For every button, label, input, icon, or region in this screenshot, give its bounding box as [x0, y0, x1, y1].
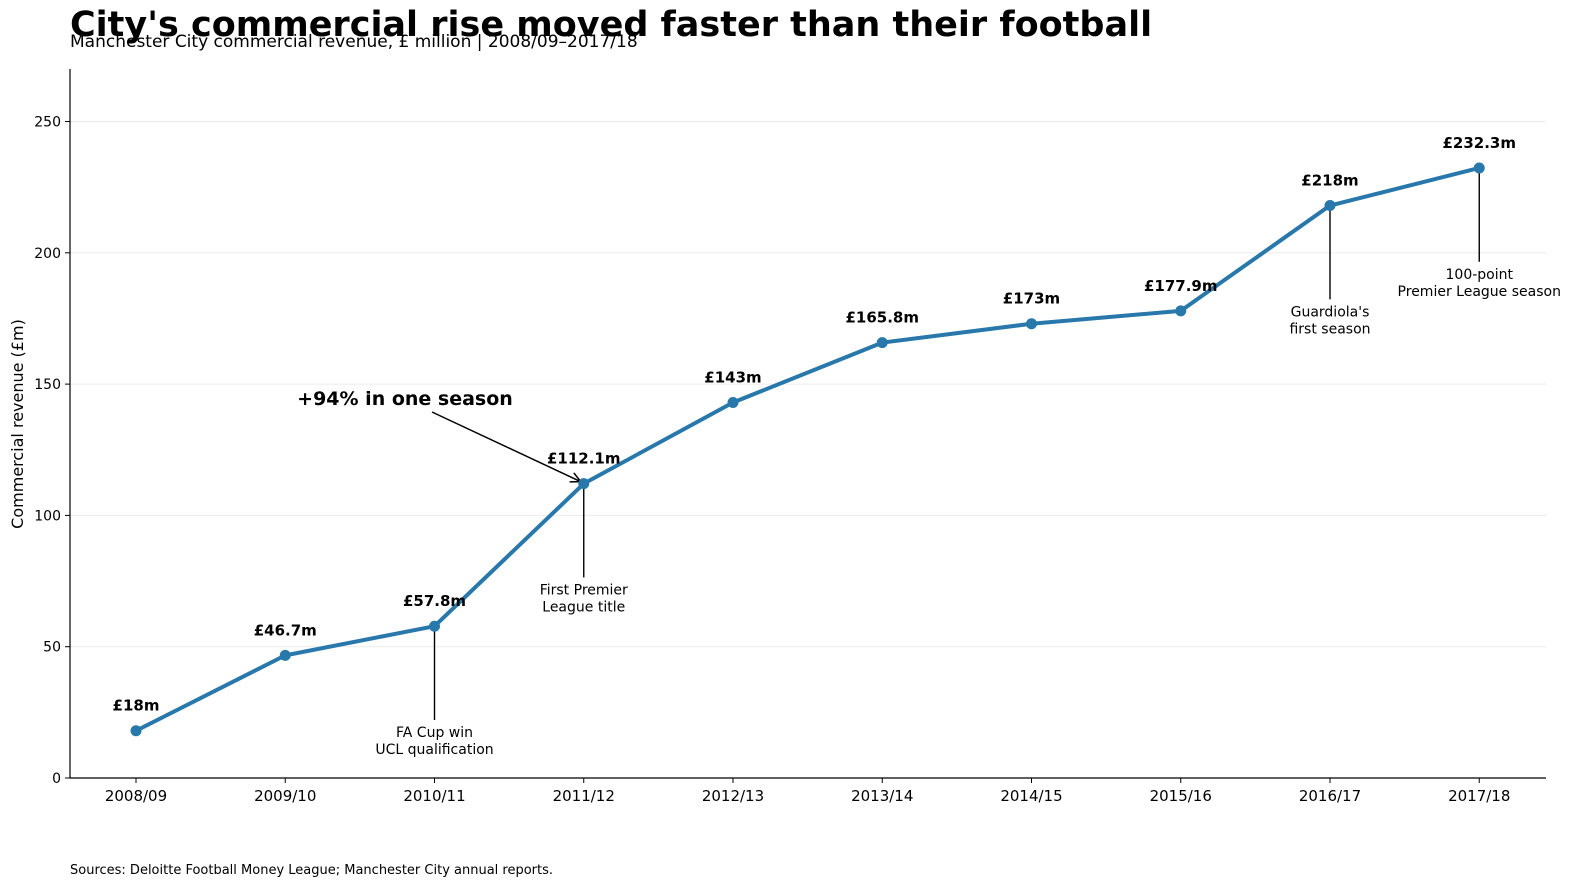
- annotation-text: first season: [1289, 321, 1370, 337]
- chart-title: City's commercial rise moved faster than…: [70, 5, 1152, 45]
- x-tick-label: 2011/12: [553, 787, 615, 805]
- y-tick-label: 200: [34, 246, 61, 262]
- x-tick-label: 2012/13: [702, 787, 764, 805]
- x-tick-label: 2017/18: [1448, 787, 1510, 805]
- y-tick-label: 100: [34, 508, 61, 524]
- data-point: [1175, 305, 1187, 317]
- annotation-text: UCL qualification: [375, 742, 493, 758]
- data-label: £143m: [704, 368, 761, 386]
- x-tick-label: 2016/17: [1299, 787, 1361, 805]
- annotation-text: Guardiola's: [1291, 304, 1370, 320]
- data-label: £173m: [1003, 290, 1060, 308]
- data-label: £18m: [113, 697, 160, 715]
- data-point: [279, 649, 291, 661]
- data-point: [429, 620, 440, 632]
- data-label: £177.9m: [1144, 277, 1218, 295]
- data-label: £46.7m: [254, 621, 317, 639]
- data-label: £57.8m: [403, 592, 466, 610]
- gridlines: [70, 121, 1546, 648]
- data-label: £112.1m: [547, 450, 621, 468]
- y-tick-label: 50: [43, 640, 61, 656]
- data-point: [876, 337, 888, 349]
- data-labels: £18m £46.7m £57.8m £112.1m £143m £165.8m £173m…: [113, 134, 1516, 715]
- data-point: [1324, 200, 1336, 212]
- data-label: £232.3m: [1442, 134, 1516, 152]
- annotation-text: Premier League season: [1398, 284, 1561, 300]
- callout-text: +94% in one season: [297, 388, 513, 410]
- x-tick-label: 2009/10: [254, 787, 316, 805]
- series: [130, 162, 1485, 737]
- data-point: [578, 478, 590, 490]
- data-point: [130, 725, 142, 737]
- chart-subtitle: Manchester City commercial revenue, £ mi…: [70, 32, 638, 52]
- annotation-text: League title: [542, 599, 625, 615]
- x-tick-label: 2013/14: [851, 787, 913, 805]
- data-label: £165.8m: [845, 309, 919, 327]
- data-point: [727, 396, 739, 408]
- data-label: £218m: [1301, 172, 1358, 190]
- y-tick-label: 150: [34, 377, 61, 393]
- source-note: Sources: Deloitte Football Money League;…: [70, 863, 553, 878]
- y-tick-label: 0: [52, 771, 61, 787]
- y-axis-label: Commercial revenue (£m): [8, 319, 27, 529]
- y-tick-label: 250: [34, 115, 61, 131]
- annotation-text: 100-point: [1446, 267, 1514, 283]
- axes: 0 50 100 150 200 250 2008/09 2009/10 2010/11 2011…: [34, 69, 1546, 805]
- x-tick-label: 2015/16: [1150, 787, 1212, 805]
- annotation-text: First Premier: [540, 582, 628, 598]
- data-point: [1026, 318, 1037, 330]
- x-tick-label: 2010/11: [403, 787, 465, 805]
- x-tick-label: 2014/15: [1000, 787, 1062, 805]
- annotation-text: FA Cup win: [396, 725, 473, 741]
- series-line: [134, 165, 1482, 733]
- data-point: [1473, 162, 1485, 174]
- callout-arrow: [431, 411, 581, 482]
- x-tick-label: 2008/09: [105, 787, 167, 805]
